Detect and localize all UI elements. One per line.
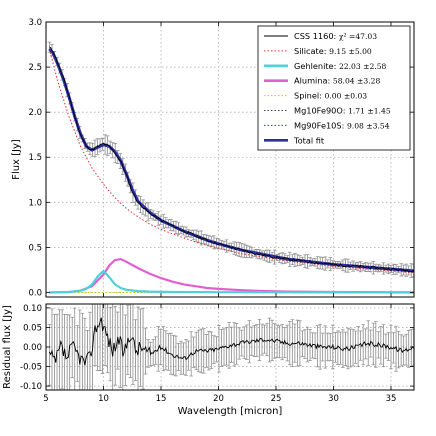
- gehlenite-line: [49, 269, 414, 294]
- residual-line: [49, 317, 414, 366]
- legend-value: 22.03 ±2.58: [339, 62, 387, 71]
- x-tick-label: 10: [98, 394, 109, 404]
- residual-y-tick-label: -0.10: [20, 382, 42, 392]
- legend-entry: Spinel: 0.00 ±0.03: [294, 91, 367, 101]
- legend: CSS 1160: χ² =47.03 Silicate: 9.15 ±5.00 G…: [257, 25, 411, 151]
- x-tick-label: 5: [43, 394, 48, 404]
- legend-entry: Mg90Fe10S: 9.08 ±3.54: [294, 120, 390, 130]
- legend-label: CSS 1160:: [294, 31, 339, 41]
- legend-label: Gehlenite:: [294, 61, 339, 71]
- x-tick-label: 35: [386, 394, 397, 404]
- legend-value: 9.08 ±3.54: [347, 121, 390, 130]
- residual-y-tick-label: 0.00: [23, 343, 42, 353]
- legend-label: Mg90Fe10S:: [294, 120, 347, 130]
- legend-value: 9.15 ±5.00: [329, 47, 372, 56]
- legend-value: 0.00 ±0.03: [325, 92, 368, 101]
- legend-value: 1.71 ±1.45: [348, 107, 391, 116]
- legend-label: Spinel:: [294, 91, 325, 101]
- plot-area: [47, 304, 414, 390]
- plot-area: [47, 41, 414, 294]
- residual-y-tick-label: -0.05: [20, 363, 42, 373]
- x-tick-label: 15: [156, 394, 167, 404]
- main-frame: [45, 21, 415, 298]
- y-tick-label: 0.5: [28, 243, 42, 253]
- y-tick-label: 2.5: [28, 63, 42, 73]
- legend-label: Total fit: [293, 135, 325, 145]
- legend-entry: Total fit: [293, 135, 325, 145]
- legend-box: [257, 25, 411, 151]
- x-tick-label: 25: [271, 394, 282, 404]
- x-tick-label: 20: [213, 394, 224, 404]
- x-tick-label: 30: [328, 394, 339, 404]
- residual-y-axis-label: Residual flux [Jy]: [2, 305, 13, 389]
- residual-panel: -0.10 -0.05 0.00 0.05 0.10 5 10 15 20 25 30 35 Wavel…: [2, 303, 415, 417]
- y-tick-label: 1.5: [28, 153, 42, 163]
- legend-value: 58.04 ±3.28: [333, 77, 381, 86]
- legend-entry: Silicate: 9.15 ±5.00: [294, 46, 372, 56]
- residual-error-bars: [47, 304, 414, 390]
- y-tick-label: 3.0: [28, 18, 42, 28]
- legend-value: χ² =47.03: [339, 32, 377, 41]
- residual-y-tick-label: 0.05: [23, 323, 42, 333]
- legend-label: Silicate:: [294, 46, 329, 56]
- legend-label: Mg10Fe90O:: [294, 106, 348, 116]
- legend-entry: Gehlenite: 22.03 ±2.58: [294, 61, 387, 71]
- legend-label: Alumina:: [294, 76, 333, 86]
- css1160-line: [49, 46, 414, 273]
- legend-entry: Alumina: 58.04 ±3.28: [294, 76, 380, 86]
- y-tick-label: 2.0: [28, 108, 42, 118]
- y-axis-label: Flux [Jy]: [11, 139, 22, 180]
- legend-entry: Mg10Fe90O: 1.71 ±1.45: [294, 106, 391, 116]
- residual-y-tick-label: 0.10: [23, 304, 42, 314]
- x-axis-label: Wavelength [micron]: [178, 406, 283, 417]
- legend-entry: CSS 1160: χ² =47.03: [294, 31, 377, 41]
- y-tick-label: 1.0: [28, 198, 42, 208]
- main-panel: 0.0 0.5 1.0 1.5 2.0 2.5 3.0 Flux [Jy]: [11, 18, 415, 298]
- y-tick-label: 0.0: [28, 288, 42, 298]
- alumina-line: [49, 257, 414, 294]
